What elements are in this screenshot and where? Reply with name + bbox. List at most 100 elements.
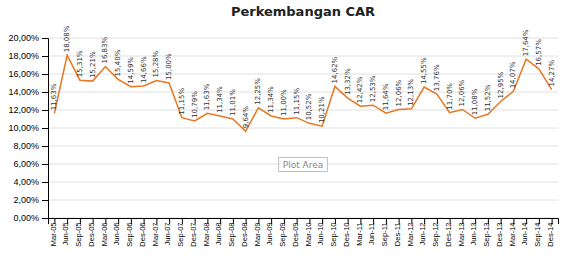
x-tick-label: Sep-14 — [533, 223, 542, 247]
x-tick-label: Des-11 — [393, 223, 402, 247]
x-tick-label: Mar-14 — [508, 223, 517, 247]
data-label: 12,13% — [407, 79, 415, 106]
x-tick-label: Sep-08 — [227, 223, 236, 247]
data-label: 11,63% — [203, 83, 211, 110]
x-tick: Des-05 — [87, 218, 96, 247]
y-tick: 18,00% — [8, 51, 48, 61]
y-tick: 4,00% — [13, 177, 48, 187]
y-axis-line — [42, 39, 49, 219]
x-tick: Sep-13 — [482, 218, 491, 247]
x-tick-label: Sep-11 — [380, 223, 389, 247]
x-tick-label: Mar-12 — [406, 223, 415, 247]
x-tick-label: Jun-11 — [367, 223, 376, 245]
x-tick-label: Sep-06 — [125, 223, 134, 247]
data-label: 12,53% — [369, 75, 377, 102]
x-tick-label: Mar-13 — [457, 223, 466, 247]
x-tick-label: Jun-08 — [214, 223, 223, 246]
x-tick: Sep-10 — [329, 218, 338, 247]
data-label: 14,55% — [420, 57, 428, 84]
y-tick-mark — [42, 218, 48, 219]
data-label: 16,57% — [535, 39, 543, 66]
x-tick: Des-12 — [444, 218, 453, 247]
x-tick: Jun-07 — [163, 218, 172, 245]
x-tick: Jun-13 — [469, 218, 478, 245]
x-tick-label: Des-05 — [87, 223, 96, 247]
data-label: 14,62% — [331, 56, 339, 83]
x-tick: Sep-11 — [380, 218, 389, 246]
x-tick-label: Sep-12 — [431, 223, 440, 247]
x-tick: Jun-06 — [112, 218, 121, 245]
x-tick: Mar-08 — [202, 218, 211, 246]
x-tick: Mar-09 — [253, 218, 262, 246]
grid — [48, 38, 558, 218]
x-tick-label: Mar-09 — [253, 223, 262, 247]
y-tick-mark — [42, 182, 48, 183]
marks — [54, 55, 551, 131]
x-tick: Sep-12 — [431, 218, 440, 247]
x-tick: Mar-10 — [304, 218, 313, 246]
x-tick: Des-10 — [342, 218, 351, 247]
data-label: 10,52% — [305, 93, 313, 120]
y-tick-label: 6,00% — [13, 159, 39, 169]
x-tick: Mar-07 — [151, 218, 160, 246]
data-labels: 11,63%18,08%15,31%15,21%16,83%15,40%14,5… — [50, 25, 555, 128]
y-tick: 12,00% — [8, 105, 48, 115]
data-label: 12,95% — [497, 71, 505, 98]
x-tick-label: Des-08 — [240, 223, 249, 247]
data-label: 11,08% — [471, 88, 479, 115]
x-tick: Jun-11 — [367, 218, 376, 245]
x-tick: Mar-13 — [457, 218, 466, 246]
annotation: Plot Area — [279, 158, 328, 172]
data-label: 11,70% — [446, 83, 454, 110]
data-label: 13,32% — [344, 68, 352, 95]
y-tick-mark — [42, 200, 48, 201]
data-label: 12,42% — [356, 76, 364, 103]
y-tick-label: 14,00% — [8, 87, 39, 97]
data-label: 14,66% — [140, 56, 148, 83]
x-tick: Sep-06 — [125, 218, 134, 247]
data-label: 10,21% — [318, 96, 326, 123]
y-tick: 8,00% — [13, 141, 48, 151]
x-tick: Jun-10 — [316, 218, 325, 245]
y-tick-label: 12,00% — [8, 105, 39, 115]
grid-line — [48, 92, 558, 93]
y-tick-label: 16,00% — [8, 69, 39, 79]
x-tick: Jun-08 — [214, 218, 223, 245]
data-label: 11,15% — [178, 88, 186, 115]
x-tick: Mar-12 — [406, 218, 415, 246]
x-tick-label: Sep-05 — [74, 223, 83, 247]
data-label: 11,15% — [293, 88, 301, 115]
x-tick-label: Mar-10 — [304, 223, 313, 247]
data-label: 18,08% — [63, 25, 71, 52]
y-tick-label: 10,00% — [8, 123, 39, 133]
y-tick: 20,00% — [8, 33, 48, 43]
x-tick: Sep-05 — [74, 218, 83, 247]
data-label: 13,76% — [433, 64, 441, 91]
x-axis: Mar-05Jun-05Sep-05Des-05Mar-06Jun-06Sep-… — [49, 218, 559, 247]
annotation-text: Plot Area — [283, 160, 324, 170]
x-tick-label: Jun-13 — [469, 223, 478, 246]
y-tick-mark — [42, 146, 48, 147]
data-label: 15,28% — [152, 50, 160, 77]
y-tick-mark — [42, 164, 48, 165]
x-tick-label: Sep-07 — [176, 223, 185, 247]
x-tick-label: Des-12 — [444, 223, 453, 247]
data-label: 15,31% — [76, 50, 84, 77]
x-tick: Des-08 — [240, 218, 249, 247]
y-tick-label: 2,00% — [13, 195, 39, 205]
data-label: 10,79% — [191, 91, 199, 118]
y-tick-mark — [42, 56, 48, 57]
x-tick: Mar-14 — [508, 218, 517, 246]
data-label: 12,25% — [254, 78, 262, 105]
x-tick: Des-07 — [189, 218, 198, 247]
x-tick-label: Des-10 — [342, 223, 351, 247]
x-tick-label: Mar-11 — [355, 223, 364, 246]
data-label: 14,27% — [548, 60, 556, 87]
data-label: 11,00% — [280, 89, 288, 116]
data-label: 12,06% — [395, 79, 403, 106]
x-tick-label: Des-14 — [546, 223, 555, 247]
y-tick-label: 4,00% — [13, 177, 39, 187]
y-tick: 16,00% — [8, 69, 48, 79]
x-tick-label: Jun-12 — [418, 223, 427, 246]
grid-line — [48, 128, 558, 129]
